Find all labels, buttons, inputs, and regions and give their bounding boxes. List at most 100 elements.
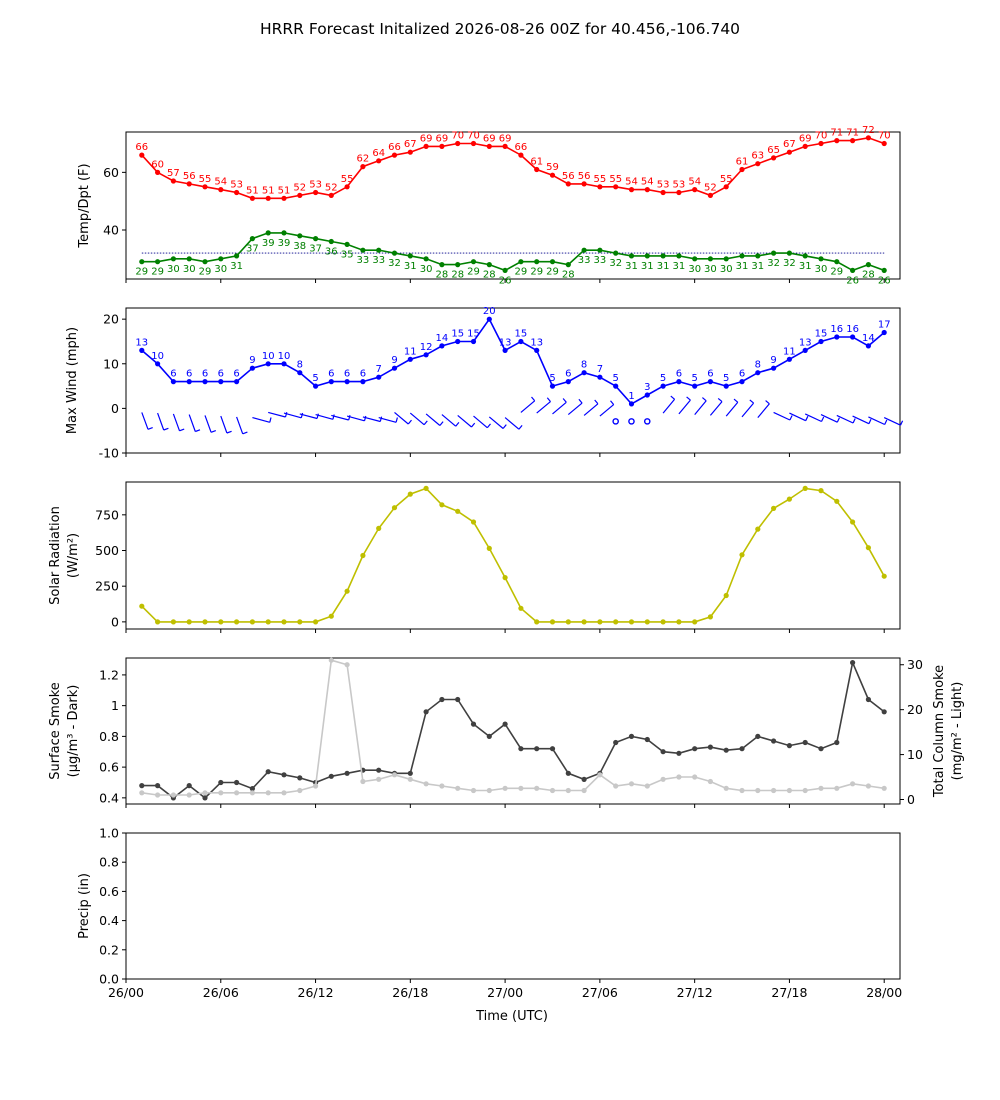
data-point xyxy=(723,785,729,791)
wind-barb xyxy=(315,414,334,420)
data-point xyxy=(249,195,255,201)
data-label: 8 xyxy=(581,360,587,371)
data-point xyxy=(660,253,666,259)
data-point xyxy=(786,496,793,502)
wind-barb xyxy=(868,416,885,426)
data-point xyxy=(391,365,398,371)
data-label: 71 xyxy=(846,128,859,139)
wind-barb xyxy=(157,412,165,431)
data-label: 55 xyxy=(594,174,607,185)
wind-barb xyxy=(789,412,806,422)
data-point xyxy=(218,187,224,193)
data-point xyxy=(328,657,334,663)
data-point xyxy=(265,790,271,796)
data-point xyxy=(802,485,808,491)
data-label: 30 xyxy=(815,264,828,275)
data-point xyxy=(281,790,287,796)
data-point xyxy=(834,739,840,746)
data-point xyxy=(439,262,445,268)
data-point xyxy=(613,383,619,389)
wind-barb-feather xyxy=(868,418,872,424)
data-point xyxy=(818,488,824,494)
data-point xyxy=(376,767,382,773)
data-label: 11 xyxy=(783,346,796,357)
data-point xyxy=(328,613,334,619)
data-label: 31 xyxy=(230,261,243,272)
data-point xyxy=(360,778,366,785)
data-label: 54 xyxy=(625,177,638,188)
data-point xyxy=(170,256,176,262)
data-point xyxy=(202,619,208,625)
data-point xyxy=(170,379,176,385)
data-label: 66 xyxy=(515,142,528,153)
data-label: 28 xyxy=(451,270,464,281)
data-point xyxy=(755,526,761,532)
data-label: 31 xyxy=(641,261,654,272)
series-line xyxy=(141,136,885,200)
y-axis-unit: (μg/m³ - Dark) xyxy=(66,685,81,778)
data-point xyxy=(297,619,303,625)
data-point xyxy=(249,365,255,371)
data-label: 31 xyxy=(404,261,417,272)
wind-barb xyxy=(804,413,822,423)
y-axis-label-right: Total Column Smoke xyxy=(932,665,947,798)
calm-wind-marker xyxy=(612,418,619,425)
data-point xyxy=(265,769,271,775)
data-label: 66 xyxy=(388,142,401,153)
data-label: 70 xyxy=(815,131,828,142)
data-point xyxy=(502,575,508,581)
data-point xyxy=(281,230,287,236)
data-point xyxy=(281,619,287,625)
data-point xyxy=(707,744,714,750)
wind-barb-feather xyxy=(163,427,169,431)
data-point xyxy=(470,259,477,265)
data-point xyxy=(155,169,161,175)
wind-barb-feather xyxy=(899,420,904,426)
plot-frame xyxy=(125,832,901,980)
data-point xyxy=(265,230,271,236)
y-tick-label: 0.8 xyxy=(99,855,119,870)
series-line xyxy=(141,317,885,405)
data-label: 54 xyxy=(688,177,701,188)
data-label: 32 xyxy=(609,258,622,269)
data-point xyxy=(834,334,840,340)
data-point xyxy=(202,184,208,190)
data-point xyxy=(218,779,224,786)
data-label: 67 xyxy=(783,139,796,150)
x-tick-label: 27/06 xyxy=(582,985,618,1000)
data-point xyxy=(407,491,413,497)
data-point xyxy=(407,356,413,362)
data-point xyxy=(755,787,761,794)
data-point xyxy=(692,619,698,625)
data-label: 69 xyxy=(799,133,812,144)
data-point xyxy=(344,184,350,190)
data-point xyxy=(186,792,192,798)
y-tick-label: 20 xyxy=(103,312,119,327)
data-point xyxy=(518,746,524,752)
data-point xyxy=(660,619,666,625)
wind-barb-feather xyxy=(348,415,351,421)
data-label: 9 xyxy=(249,355,255,366)
data-point xyxy=(676,379,682,385)
data-point xyxy=(281,772,287,778)
data-label: 7 xyxy=(597,364,603,375)
data-point xyxy=(518,605,524,611)
data-point xyxy=(391,250,398,256)
data-label: 26 xyxy=(499,275,512,286)
data-point xyxy=(881,785,887,791)
data-label: 5 xyxy=(312,373,318,384)
wind-barb-feather xyxy=(546,397,551,402)
y-tick-label: 0.6 xyxy=(99,884,119,899)
plot-frame xyxy=(125,307,901,454)
data-point xyxy=(850,519,856,525)
data-point xyxy=(186,256,192,262)
series-2 xyxy=(139,657,887,798)
y-tick-label: 250 xyxy=(95,579,119,594)
data-label: 6 xyxy=(565,369,571,380)
wind-barb xyxy=(236,416,244,435)
y-tick-label: 0 xyxy=(111,401,119,416)
data-point xyxy=(755,161,761,167)
data-point xyxy=(802,347,808,353)
data-point xyxy=(470,721,477,727)
